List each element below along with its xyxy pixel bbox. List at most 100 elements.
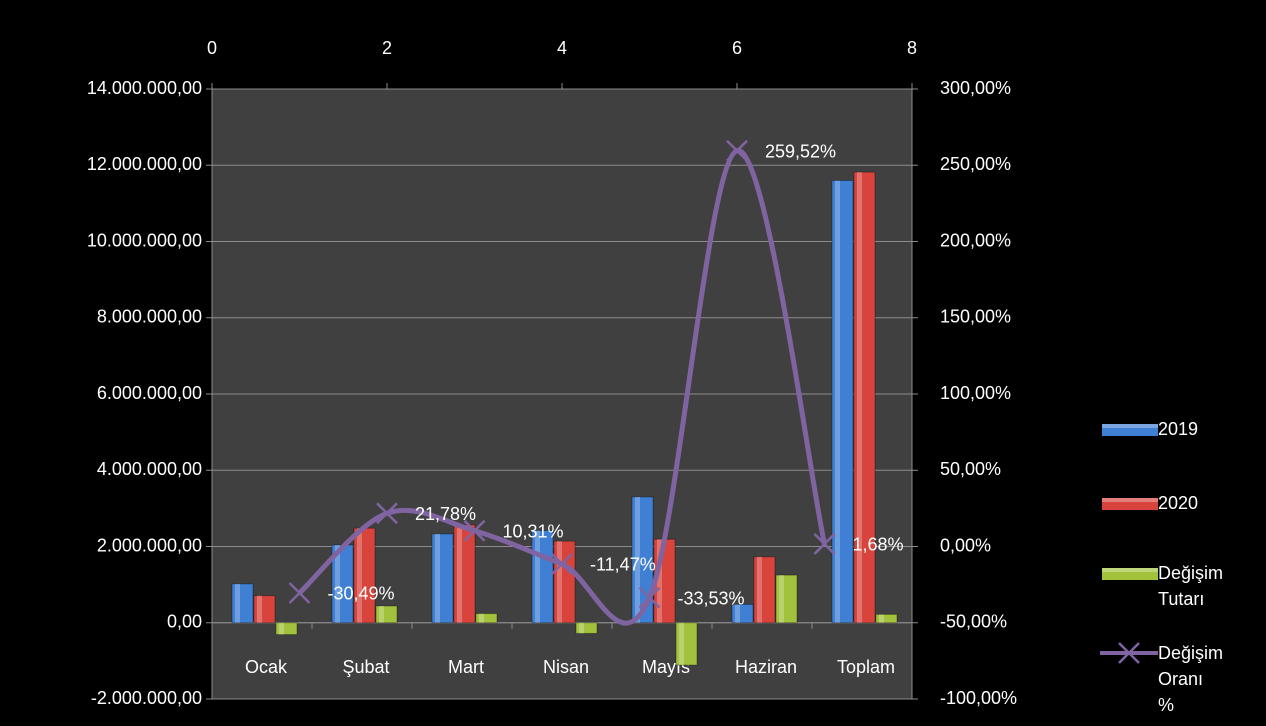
bar xyxy=(475,613,498,624)
legend-bar xyxy=(1102,568,1158,580)
x-tick-label: Ocak xyxy=(245,657,288,677)
x2-tick-label: 4 xyxy=(557,38,567,58)
legend-label: Değişim Tutarı xyxy=(1158,563,1224,609)
legend-bar xyxy=(1102,424,1158,436)
bar xyxy=(775,574,798,624)
data-label: 259,52% xyxy=(765,141,836,161)
bar-highlight xyxy=(635,496,640,623)
x2-tick-label: 6 xyxy=(732,38,742,58)
y2-tick-label: 150,00% xyxy=(940,307,1011,327)
y2-tick-label: 300,00% xyxy=(940,78,1011,98)
x2-tick-label: 2 xyxy=(382,38,392,58)
bar-highlight xyxy=(535,530,540,623)
y2-tick-label: -100,00% xyxy=(940,688,1017,708)
bar-highlight xyxy=(279,622,284,635)
bar-highlight xyxy=(557,541,562,623)
data-label: -33,53% xyxy=(678,588,745,608)
bar-highlight xyxy=(457,524,462,623)
bar-highlight xyxy=(335,544,340,623)
bar-highlight xyxy=(435,533,440,623)
y-tick-label: 6.000.000,00 xyxy=(97,383,202,403)
legend-item: 2019 xyxy=(1100,416,1218,442)
y2-tick-label: 100,00% xyxy=(940,383,1011,403)
legend-bar-highlight xyxy=(1102,424,1158,428)
bar xyxy=(375,605,398,624)
legend-bar xyxy=(1102,498,1158,510)
bar xyxy=(675,622,698,666)
y-tick-label: 12.000.000,00 xyxy=(87,154,202,174)
y2-tick-label: 0,00% xyxy=(940,535,991,555)
y2-tick-label: 50,00% xyxy=(940,459,1001,479)
data-label: -30,49% xyxy=(328,584,395,604)
y2-tick-label: -50,00% xyxy=(940,612,1007,632)
bar xyxy=(453,524,476,624)
x-tick-label: Şubat xyxy=(342,657,389,677)
legend-item: 2020 xyxy=(1100,490,1218,516)
y-tick-label: 2.000.000,00 xyxy=(97,535,202,555)
bar-highlight xyxy=(679,622,684,666)
bar xyxy=(275,622,298,636)
legend-bar-highlight xyxy=(1102,568,1158,572)
bar-highlight xyxy=(757,556,762,623)
bar-highlight xyxy=(735,604,740,623)
data-label: 10,31% xyxy=(503,522,564,542)
y-tick-label: 14.000.000,00 xyxy=(87,78,202,98)
bar xyxy=(831,180,854,624)
bar xyxy=(231,583,254,624)
bar-highlight xyxy=(879,614,884,623)
marker xyxy=(813,533,836,555)
bar xyxy=(875,613,898,624)
marker xyxy=(638,586,661,609)
bar-highlight xyxy=(857,172,862,623)
marker xyxy=(551,553,573,575)
x-tick-label: Toplam xyxy=(837,657,895,677)
bar-highlight xyxy=(579,622,584,634)
legend-label: 2019 xyxy=(1158,419,1199,439)
legend-label: 2020 xyxy=(1158,493,1199,513)
bar xyxy=(731,603,754,624)
marker xyxy=(376,502,398,525)
y-tick-label: 0,00 xyxy=(167,612,202,632)
data-label: 21,78% xyxy=(415,504,476,524)
bar-highlight xyxy=(379,605,384,623)
marker xyxy=(288,582,311,604)
legend-label: Değişim Oranı % xyxy=(1158,643,1224,715)
bar-highlight xyxy=(357,528,362,623)
legend-item: Değişim Tutarı xyxy=(1100,560,1224,612)
legend-bar-highlight xyxy=(1102,498,1158,502)
bar xyxy=(253,595,276,624)
x-tick-label: Nisan xyxy=(543,657,589,677)
bar-highlight xyxy=(835,180,840,623)
legend-marker xyxy=(1118,642,1140,664)
marker xyxy=(726,139,748,162)
y2-tick-label: 250,00% xyxy=(940,154,1011,174)
legend-swatch xyxy=(1102,498,1158,510)
x2-tick-label: 0 xyxy=(207,38,217,58)
data-label: 1,68% xyxy=(853,535,904,555)
bar-highlight xyxy=(257,595,262,623)
x-tick-label: Haziran xyxy=(735,657,797,677)
line xyxy=(297,148,827,626)
legend-swatch xyxy=(1102,568,1158,580)
legend-swatch xyxy=(1100,642,1158,664)
marker xyxy=(463,519,486,542)
y-tick-label: 4.000.000,00 xyxy=(97,459,202,479)
y-tick-label: -2.000.000,00 xyxy=(91,688,202,708)
legend-item: Değişim Oranı % xyxy=(1100,640,1224,718)
bar xyxy=(753,556,776,624)
bar-highlight xyxy=(235,583,240,623)
y2-tick-label: 200,00% xyxy=(940,230,1011,250)
x2-tick-label: 8 xyxy=(907,38,917,58)
y-tick-label: 8.000.000,00 xyxy=(97,307,202,327)
y-tick-label: 10.000.000,00 xyxy=(87,230,202,250)
data-label: -11,47% xyxy=(590,555,656,575)
x-tick-label: Mart xyxy=(448,657,484,677)
bar xyxy=(631,496,654,624)
bar-highlight xyxy=(479,613,484,623)
bar xyxy=(853,171,876,624)
bar-highlight xyxy=(657,539,662,623)
bar-highlight xyxy=(779,575,784,623)
bar xyxy=(575,622,598,634)
